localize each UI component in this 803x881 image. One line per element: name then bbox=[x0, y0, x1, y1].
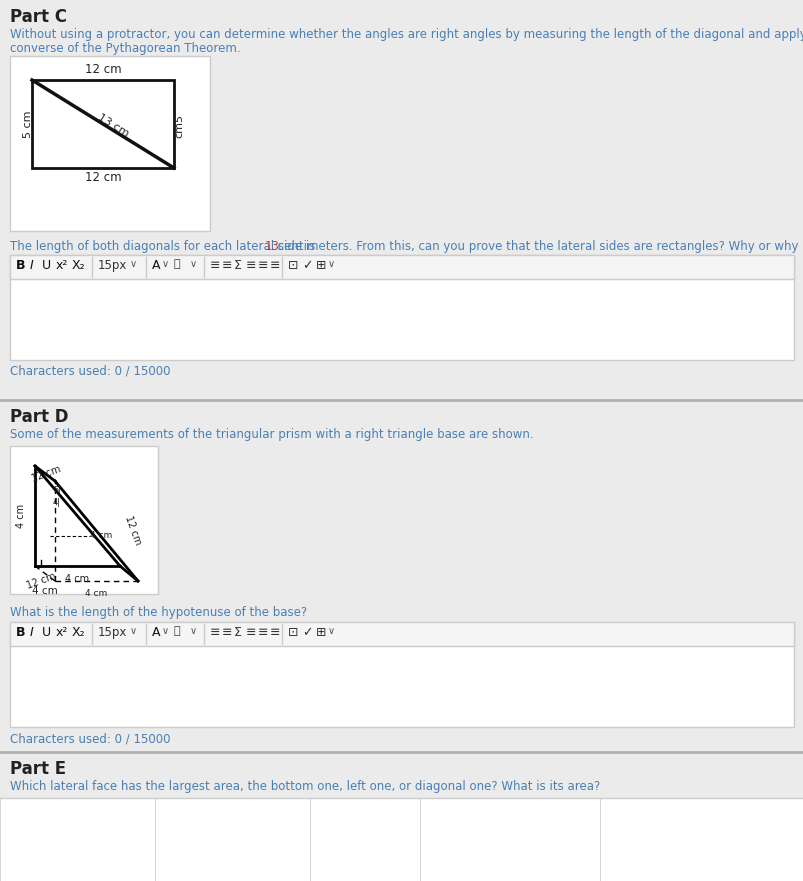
Text: 12 cm: 12 cm bbox=[31, 464, 63, 484]
Text: 4|: 4| bbox=[53, 498, 61, 507]
Text: ≡: ≡ bbox=[258, 626, 268, 639]
Text: ∨: ∨ bbox=[190, 626, 197, 636]
Text: ≡: ≡ bbox=[210, 626, 220, 639]
Text: X₂: X₂ bbox=[72, 259, 85, 272]
Text: Part E: Part E bbox=[10, 760, 66, 778]
Text: U: U bbox=[42, 626, 51, 639]
Bar bbox=[419, 798, 599, 881]
Text: ∨: ∨ bbox=[161, 259, 169, 269]
Text: 15px: 15px bbox=[98, 626, 127, 639]
Text: 5|: 5| bbox=[53, 486, 61, 495]
Bar bbox=[599, 798, 803, 881]
Text: ∨: ∨ bbox=[130, 259, 137, 269]
Text: 4 cm: 4 cm bbox=[16, 504, 26, 528]
Text: converse of the Pythagorean Theorem.: converse of the Pythagorean Theorem. bbox=[10, 42, 240, 55]
Text: I: I bbox=[30, 259, 34, 272]
Bar bbox=[310, 798, 419, 881]
Text: ✓: ✓ bbox=[302, 259, 312, 272]
Text: Which lateral face has the largest area, the bottom one, left one, or diagonal o: Which lateral face has the largest area,… bbox=[10, 780, 600, 793]
Text: ∨: ∨ bbox=[161, 626, 169, 636]
Text: Characters used: 0 / 15000: Characters used: 0 / 15000 bbox=[10, 732, 170, 745]
Text: 15px: 15px bbox=[98, 259, 127, 272]
Text: ≡: ≡ bbox=[258, 259, 268, 272]
Bar bbox=[10, 446, 158, 594]
Bar bbox=[10, 255, 793, 279]
Text: Without using a protractor, you can determine whether the angles are right angle: Without using a protractor, you can dete… bbox=[10, 28, 803, 41]
Text: ⊡: ⊡ bbox=[287, 259, 298, 272]
Text: X₂: X₂ bbox=[72, 626, 85, 639]
Text: B: B bbox=[16, 259, 26, 272]
Text: ≡: ≡ bbox=[246, 626, 256, 639]
Text: A: A bbox=[152, 259, 161, 272]
Bar bbox=[10, 56, 210, 231]
Text: 12 cm: 12 cm bbox=[123, 515, 143, 546]
Text: ≡: ≡ bbox=[210, 259, 220, 272]
Text: ≡: ≡ bbox=[270, 626, 280, 639]
Text: Some of the measurements of the triangular prism with a right triangle base are : Some of the measurements of the triangul… bbox=[10, 428, 533, 441]
Text: x²: x² bbox=[56, 626, 68, 639]
Text: Part D: Part D bbox=[10, 408, 68, 426]
Text: Σ: Σ bbox=[234, 626, 242, 639]
Text: Σ: Σ bbox=[234, 259, 242, 272]
Text: The length of both diagonals for each lateral side is: The length of both diagonals for each la… bbox=[10, 240, 319, 253]
Text: ≡: ≡ bbox=[246, 259, 256, 272]
Text: 12 cm: 12 cm bbox=[84, 63, 121, 76]
Text: cm: cm bbox=[173, 121, 184, 137]
Text: A: A bbox=[152, 626, 161, 639]
Text: 🖊: 🖊 bbox=[173, 259, 181, 269]
Text: Characters used: 0 / 15000: Characters used: 0 / 15000 bbox=[10, 365, 170, 378]
Text: ≡: ≡ bbox=[222, 626, 232, 639]
Text: 12 cm: 12 cm bbox=[84, 171, 121, 184]
Text: I: I bbox=[30, 626, 34, 639]
Text: ⊡: ⊡ bbox=[287, 626, 298, 639]
Text: 4 cm: 4 cm bbox=[90, 531, 112, 541]
Text: U: U bbox=[42, 259, 51, 272]
Text: ∨: ∨ bbox=[328, 626, 335, 636]
Text: 12 cm: 12 cm bbox=[26, 571, 58, 591]
Text: ≡: ≡ bbox=[270, 259, 280, 272]
Text: 5 cm: 5 cm bbox=[23, 110, 33, 137]
Text: ≡: ≡ bbox=[222, 259, 232, 272]
Bar bbox=[0, 798, 803, 881]
Text: ⊞: ⊞ bbox=[316, 626, 326, 639]
Text: 4 cm: 4 cm bbox=[32, 586, 58, 596]
Text: 4 cm: 4 cm bbox=[85, 589, 108, 598]
Text: 13 cm: 13 cm bbox=[96, 113, 130, 139]
Text: 13: 13 bbox=[264, 240, 279, 253]
Text: ∨: ∨ bbox=[190, 259, 197, 269]
Text: 🖊: 🖊 bbox=[173, 626, 181, 636]
Bar bbox=[10, 255, 793, 360]
Bar bbox=[155, 798, 310, 881]
Text: Part C: Part C bbox=[10, 8, 67, 26]
Bar bbox=[32, 80, 173, 168]
Text: centimeters. From this, can you prove that the lateral sides are rectangles? Why: centimeters. From this, can you prove th… bbox=[274, 240, 803, 253]
Bar bbox=[10, 622, 793, 646]
Text: ∨: ∨ bbox=[130, 626, 137, 636]
Text: x²: x² bbox=[56, 259, 68, 272]
Bar bbox=[10, 622, 793, 727]
Text: What is the length of the hypotenuse of the base?: What is the length of the hypotenuse of … bbox=[10, 606, 307, 619]
Bar bbox=[0, 798, 155, 881]
Text: ⊞: ⊞ bbox=[316, 259, 326, 272]
Text: ∨: ∨ bbox=[328, 259, 335, 269]
Text: ✓: ✓ bbox=[302, 626, 312, 639]
Text: 5: 5 bbox=[173, 115, 184, 122]
Text: B: B bbox=[16, 626, 26, 639]
Text: 4 cm: 4 cm bbox=[65, 574, 89, 584]
